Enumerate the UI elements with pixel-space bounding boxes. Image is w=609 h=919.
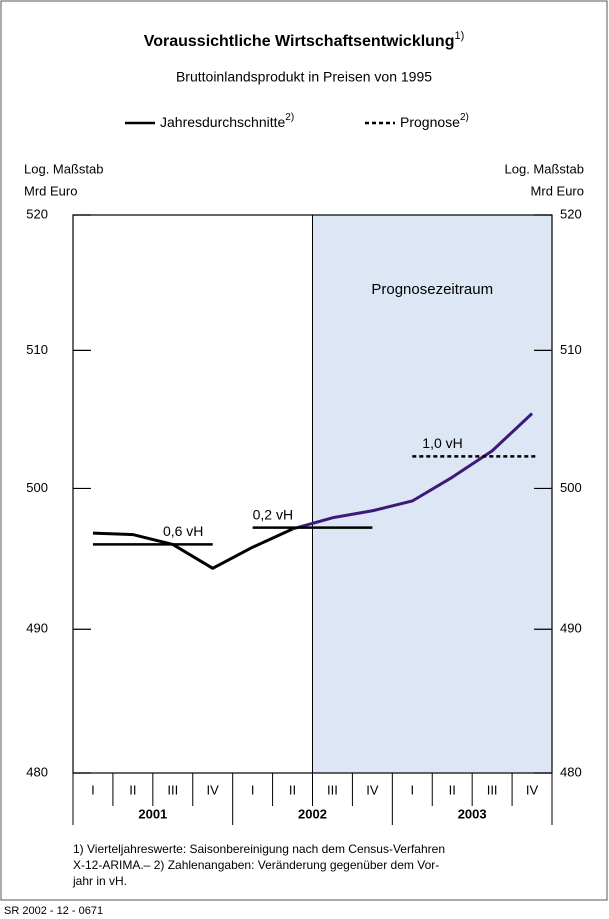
chart-subtitle: Bruttoinlandsprodukt in Preisen von 1995 [176, 69, 432, 85]
annotation: 0,6 vH [163, 523, 203, 539]
region-label: Prognosezeitraum [371, 281, 493, 298]
y2-tick-label: 510 [560, 342, 582, 357]
forecast-region [312, 215, 552, 773]
title-note: 1) [454, 30, 464, 42]
x-tick-label: I [91, 782, 95, 797]
y-tick-label: 510 [26, 342, 48, 357]
y-tick-label: 490 [26, 621, 48, 636]
year-label: 2003 [458, 806, 487, 821]
x-tick-label: IV [526, 782, 539, 797]
x-tick-label: III [327, 782, 338, 797]
y-tick-label: 500 [26, 480, 48, 495]
footnote: 1) Vierteljahreswerte: Saisonbereinigung… [73, 842, 445, 856]
source: SR 2002 - 12 - 0671 [4, 905, 103, 917]
legend-note: 2) [460, 112, 469, 123]
footnote: jahr in vH. [72, 874, 127, 888]
legend-note: 2) [285, 112, 294, 123]
y-axis-label: Log. Maßstab [24, 161, 104, 176]
x-tick-label: II [129, 782, 136, 797]
annotation: 0,2 vH [253, 506, 293, 522]
x-tick-label: IV [366, 782, 379, 797]
legend-label: Prognose [400, 114, 460, 130]
footnote: X-12-ARIMA.– 2) Zahlenangaben: Veränderu… [73, 858, 439, 872]
quarterly-line [92, 527, 294, 570]
y-axis-label: Mrd Euro [24, 183, 77, 198]
legend-label: Jahresdurchschnitte [160, 114, 286, 130]
y2-axis-label: Mrd Euro [531, 183, 584, 198]
year-label: 2001 [138, 806, 167, 821]
title-text: Voraussichtliche Wirtschaftsentwicklung [144, 33, 455, 50]
x-tick-label: III [487, 782, 498, 797]
y2-tick-label: 480 [560, 764, 582, 779]
annotation: 1,0 vH [422, 435, 462, 451]
x-tick-label: I [410, 782, 414, 797]
x-tick-label: II [449, 782, 456, 797]
y2-tick-label: 490 [560, 621, 582, 636]
y-tick-label: 520 [26, 206, 48, 221]
x-tick-label: I [251, 782, 255, 797]
year-label: 2002 [298, 806, 327, 821]
frame [0, 0, 608, 901]
y2-axis-label: Log. Maßstab [505, 161, 585, 176]
x-tick-label: III [167, 782, 178, 797]
y-tick-label: 480 [26, 764, 48, 779]
y2-tick-label: 520 [560, 206, 582, 221]
legend-entry: Jahresdurchschnitte2) [160, 112, 294, 130]
x-tick-label: IV [207, 782, 220, 797]
legend-entry: Prognose2) [400, 112, 469, 130]
chart-title: Voraussichtliche Wirtschaftsentwicklung1… [144, 30, 465, 50]
x-tick-label: II [289, 782, 296, 797]
y2-tick-label: 500 [560, 480, 582, 495]
quarterly-line [292, 412, 534, 531]
